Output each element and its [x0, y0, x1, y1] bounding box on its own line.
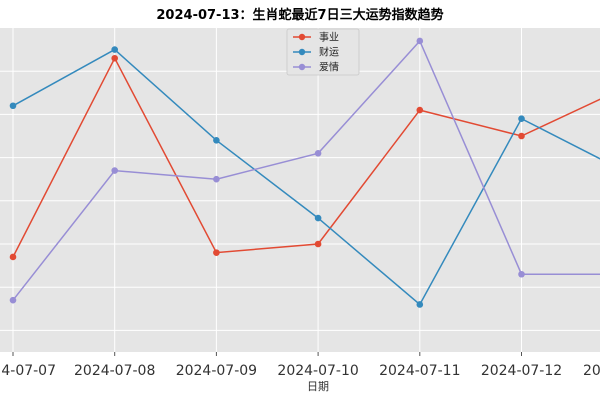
x-axis-ticks: 4-07-07 2024-07-08 2024-07-09 2024-07-10 202… [1, 352, 600, 379]
data-point [518, 115, 525, 123]
legend-label-0: 事业 [319, 31, 339, 44]
x-tick-label: 4-07-07 [1, 363, 56, 379]
legend-marker-0 [298, 33, 306, 41]
data-point [213, 137, 220, 144]
data-point [111, 167, 118, 174]
series-layer [9, 37, 600, 308]
data-point [9, 253, 17, 261]
legend-label-1: 财运 [319, 46, 339, 59]
data-point [416, 301, 424, 308]
legend-label-2: 爱情 [319, 61, 339, 74]
plot-area [0, 28, 600, 352]
data-point [213, 249, 220, 256]
x-tick-label: 2024-07-11 [379, 363, 460, 379]
data-point [518, 132, 525, 140]
x-tick-label: 2024-07-12 [481, 363, 562, 379]
x-tick-label: 202 [583, 363, 600, 379]
x-tick-label: 2024-07-10 [277, 363, 358, 379]
x-axis-label: 日期 [307, 380, 329, 393]
chart-title: 2024-07-13：生肖蛇最近7日三大运势指数趋势 [156, 7, 443, 23]
data-point [9, 296, 17, 304]
data-point [314, 149, 322, 157]
data-point [213, 175, 220, 183]
data-point [314, 240, 322, 248]
data-point [9, 102, 17, 110]
x-tick-label: 2024-07-08 [74, 363, 155, 379]
legend-marker-1 [298, 48, 306, 56]
data-point [416, 106, 424, 114]
legend-marker-2 [298, 63, 306, 71]
legend-box [286, 28, 360, 76]
data-point [111, 54, 118, 62]
data-point [111, 46, 118, 53]
x-tick-label: 2024-07-09 [176, 363, 257, 379]
data-point [314, 214, 322, 222]
data-point [416, 37, 424, 45]
data-point [518, 270, 525, 278]
